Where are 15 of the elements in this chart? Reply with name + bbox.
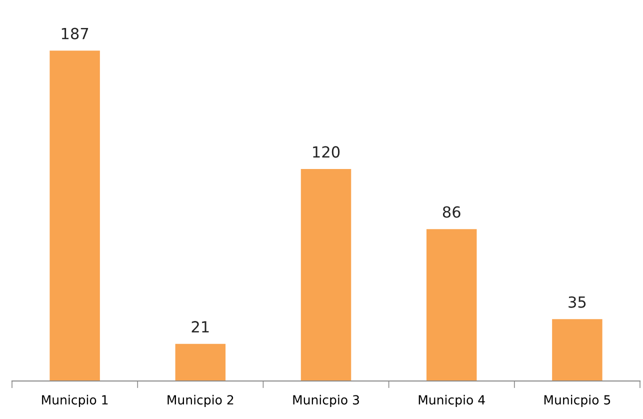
bar [50, 50, 100, 381]
data-label: 120 [313, 146, 340, 158]
x-tick-label: Municpio 3 [293, 394, 359, 407]
bar [552, 319, 602, 381]
bar [426, 229, 477, 381]
x-tick-label: Municpio 5 [544, 394, 610, 407]
x-tick-label: Municpio 4 [418, 394, 485, 407]
bar [175, 344, 226, 381]
bar [300, 169, 352, 381]
x-tick-label: Municpio 2 [168, 394, 234, 407]
data-label: 86 [442, 206, 460, 218]
x-tick-label: Municpio 1 [42, 394, 108, 407]
data-label: 187 [62, 28, 88, 40]
data-label: 21 [192, 321, 209, 332]
data-label: 35 [568, 296, 586, 308]
